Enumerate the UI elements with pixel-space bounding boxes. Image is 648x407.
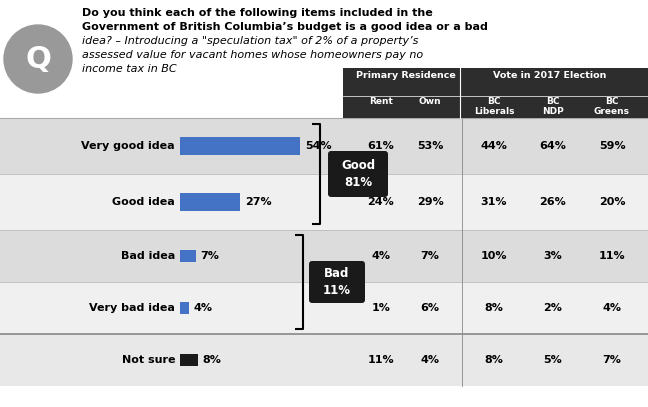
Text: Good
81%: Good 81%: [341, 159, 375, 189]
Text: 59%: 59%: [599, 141, 625, 151]
Text: 4%: 4%: [194, 303, 213, 313]
Text: BC
Greens: BC Greens: [594, 97, 630, 116]
Text: 3%: 3%: [544, 251, 562, 261]
Text: idea? – Introducing a "speculation tax" of 2% of a property’s: idea? – Introducing a "speculation tax" …: [82, 36, 419, 46]
Text: 24%: 24%: [367, 197, 395, 207]
Text: 26%: 26%: [540, 197, 566, 207]
Text: Vote in 2017 Election: Vote in 2017 Election: [493, 71, 607, 80]
FancyBboxPatch shape: [180, 354, 198, 366]
Text: 11%: 11%: [599, 251, 625, 261]
Text: 2%: 2%: [544, 303, 562, 313]
FancyBboxPatch shape: [180, 302, 189, 314]
Circle shape: [4, 25, 72, 93]
Text: Not sure: Not sure: [122, 355, 175, 365]
FancyBboxPatch shape: [328, 151, 388, 197]
Text: 11%: 11%: [367, 355, 395, 365]
Text: Government of British Columbia’s budget is a good idea or a bad: Government of British Columbia’s budget …: [82, 22, 488, 32]
Text: Very good idea: Very good idea: [82, 141, 175, 151]
Text: Very bad idea: Very bad idea: [89, 303, 175, 313]
FancyBboxPatch shape: [0, 334, 648, 386]
FancyBboxPatch shape: [180, 250, 196, 262]
Text: 29%: 29%: [417, 197, 443, 207]
FancyBboxPatch shape: [0, 118, 648, 174]
FancyBboxPatch shape: [0, 282, 648, 334]
Text: 27%: 27%: [245, 197, 272, 207]
FancyBboxPatch shape: [180, 193, 240, 211]
Text: 7%: 7%: [200, 251, 220, 261]
Text: 1%: 1%: [371, 303, 391, 313]
Text: 10%: 10%: [481, 251, 507, 261]
FancyBboxPatch shape: [343, 68, 648, 118]
Text: 6%: 6%: [421, 303, 439, 313]
Text: 8%: 8%: [203, 355, 222, 365]
Text: 54%: 54%: [305, 141, 332, 151]
Text: 4%: 4%: [421, 355, 439, 365]
Text: Own: Own: [419, 97, 441, 106]
Text: BC
NDP: BC NDP: [542, 97, 564, 116]
FancyBboxPatch shape: [309, 261, 365, 303]
Text: 44%: 44%: [481, 141, 507, 151]
Text: 20%: 20%: [599, 197, 625, 207]
Text: Bad
11%: Bad 11%: [323, 267, 351, 297]
Text: income tax in BC: income tax in BC: [82, 64, 177, 74]
Text: Good idea: Good idea: [112, 197, 175, 207]
FancyBboxPatch shape: [0, 230, 648, 282]
Text: 5%: 5%: [544, 355, 562, 365]
Text: 61%: 61%: [367, 141, 395, 151]
Text: 64%: 64%: [540, 141, 566, 151]
Text: 8%: 8%: [485, 355, 503, 365]
Text: 53%: 53%: [417, 141, 443, 151]
Text: 31%: 31%: [481, 197, 507, 207]
Text: Q: Q: [25, 44, 51, 74]
FancyBboxPatch shape: [0, 174, 648, 230]
Text: Rent: Rent: [369, 97, 393, 106]
Text: 8%: 8%: [485, 303, 503, 313]
Text: BC
Liberals: BC Liberals: [474, 97, 515, 116]
Text: 7%: 7%: [603, 355, 621, 365]
Text: Bad idea: Bad idea: [121, 251, 175, 261]
Text: 7%: 7%: [421, 251, 439, 261]
FancyBboxPatch shape: [180, 137, 300, 155]
Text: assessed value for vacant homes whose homeowners pay no: assessed value for vacant homes whose ho…: [82, 50, 423, 60]
Text: Do you think each of the following items included in the: Do you think each of the following items…: [82, 8, 433, 18]
Text: Primary Residence: Primary Residence: [356, 71, 456, 80]
Text: 4%: 4%: [603, 303, 621, 313]
Text: 4%: 4%: [371, 251, 391, 261]
